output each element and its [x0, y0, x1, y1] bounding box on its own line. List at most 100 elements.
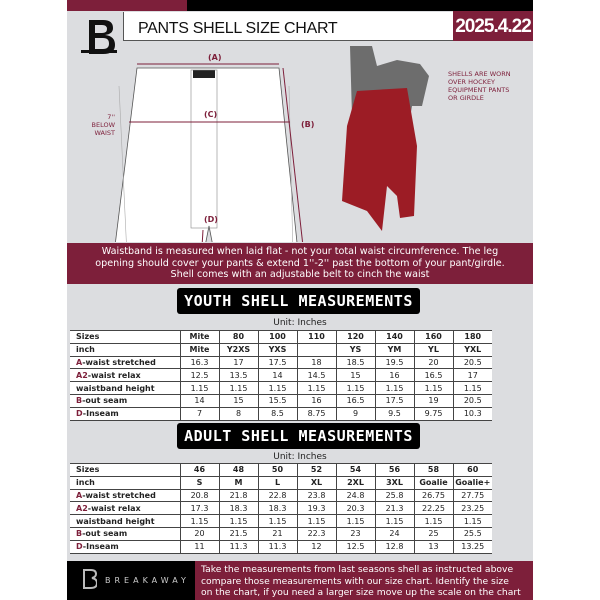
table-cell: 1.15: [218, 381, 258, 395]
table-cell: 20.3: [335, 501, 375, 516]
row-label-text: waistband height: [76, 383, 155, 393]
table-cell: 46: [179, 463, 219, 477]
youth-section-title: YOUTH SHELL MEASUREMENTS: [177, 288, 420, 314]
table-cell: 180: [452, 330, 492, 344]
table-row: inch Mite Y2XS YXS YS YM YL YXL: [70, 342, 492, 357]
table-cell: 11.3: [218, 539, 258, 554]
table-cell: Mite: [179, 342, 219, 357]
row-label-text: -out seam: [82, 529, 128, 539]
row-label-prefix: A2: [76, 503, 88, 513]
row-label-text: Sizes: [76, 332, 100, 342]
table-cell: 50: [257, 463, 297, 477]
note-line: SHELLS ARE WORN: [448, 70, 511, 78]
below-waist-note: 7'' BELOW WAIST: [85, 113, 116, 137]
top-bar: [187, 0, 533, 11]
row-label-prefix: D: [76, 542, 83, 552]
table-cell: 15.5: [257, 393, 297, 408]
table-row: B-out seam 14 15 15.5 16 16.5 17.5 19 20.5: [70, 393, 492, 408]
table-row: Sizes Mite 80 100 110 120 140 160 180: [70, 330, 492, 344]
breakaway-logo-icon: [81, 20, 117, 54]
row-label-text: -Inseam: [82, 542, 119, 552]
table-row: waistband height 1.15 1.15 1.15 1.15 1.15 1.15…: [70, 514, 492, 528]
table-cell: 23: [335, 526, 375, 541]
table-cell: 120: [335, 330, 375, 344]
row-label: D-Inseam: [70, 539, 180, 554]
label-b: (B): [301, 120, 315, 129]
row-label: Sizes: [70, 330, 180, 344]
banner-line: opening should cover your pants & extend…: [95, 257, 505, 269]
row-label: A-waist stretched: [70, 488, 180, 503]
table-cell: 18.5: [335, 355, 375, 370]
row-label: D-Inseam: [70, 406, 180, 421]
adult-table: Sizes 46 48 50 52 54 56 58 60 inch S M L XL 2XL 3XL Goal…: [70, 463, 492, 554]
table-cell: 1.15: [374, 381, 414, 395]
row-label-text: -Inseam: [82, 409, 119, 419]
table-cell: 20.5: [452, 393, 492, 408]
table-cell: 13.5: [218, 368, 258, 383]
row-label-prefix: A: [76, 357, 83, 367]
table-cell: 15: [218, 393, 258, 408]
table-cell: 24: [374, 526, 414, 541]
label-c: (C): [204, 110, 218, 119]
adult-section-title: ADULT SHELL MEASUREMENTS: [177, 423, 420, 449]
table-cell: 20.5: [452, 355, 492, 370]
row-label: A-waist stretched: [70, 355, 180, 370]
row-label: waistband height: [70, 514, 180, 528]
row-label: inch: [70, 342, 180, 357]
table-cell: 100: [257, 330, 297, 344]
table-cell: 52: [296, 463, 336, 477]
table-cell: 1.15: [452, 381, 492, 395]
table-cell: 54: [335, 463, 375, 477]
table-row: A2-waist relax 17.3 18.3 18.3 19.3 20.3 21.3 22…: [70, 501, 492, 516]
table-cell: 9.75: [413, 406, 453, 421]
table-cell: 1.15: [413, 514, 453, 528]
table-row: D-Inseam 11 11.3 11.3 12 12.5 12.8 13 13.25: [70, 539, 492, 554]
table-cell: YS: [335, 342, 375, 357]
table-cell: 18.3: [257, 501, 297, 516]
note-line: OVER HOCKEY: [448, 78, 496, 86]
top-bar-accent: [67, 0, 187, 11]
table-cell: 18.3: [218, 501, 258, 516]
table-row: waistband height 1.15 1.15 1.15 1.15 1.15 1.15…: [70, 381, 492, 395]
table-cell: 19.3: [296, 501, 336, 516]
table-cell: 13.25: [452, 539, 492, 554]
footer-line: Take the measurements from last seasons …: [201, 564, 514, 575]
table-cell: 26.75: [413, 488, 453, 503]
table-cell: 16.5: [413, 368, 453, 383]
row-label-text: -waist stretched: [82, 490, 156, 500]
table-cell: 56: [374, 463, 414, 477]
table-cell: 1.15: [335, 514, 375, 528]
row-label-prefix: B: [76, 529, 83, 539]
table-cell: 25: [413, 526, 453, 541]
row-label-text: -waist stretched: [82, 357, 156, 367]
table-cell: 19: [413, 393, 453, 408]
table-cell: 1.15: [413, 381, 453, 395]
row-label-prefix: A: [76, 490, 83, 500]
table-cell: 8.75: [296, 406, 336, 421]
table-cell: 140: [374, 330, 414, 344]
table-cell: 11.3: [257, 539, 297, 554]
table-cell: 22.3: [296, 526, 336, 541]
table-cell: 16: [374, 368, 414, 383]
table-cell: 48: [218, 463, 258, 477]
table-row: Sizes 46 48 50 52 54 56 58 60: [70, 463, 492, 477]
table-cell: 14.5: [296, 368, 336, 383]
shells-note: SHELLS ARE WORN OVER HOCKEY EQUIPMENT PANT…: [448, 70, 511, 102]
note-line: OR GIRDLE: [448, 94, 484, 102]
measurement-instructions: Waistband is measured when laid flat - n…: [67, 243, 533, 284]
table-cell: 24.8: [335, 488, 375, 503]
note-line: WAIST: [94, 129, 115, 137]
hockey-pants-photo: [342, 46, 429, 231]
date-badge: 2025.4.22: [453, 11, 533, 41]
note-line: 7'' BELOW: [91, 113, 116, 129]
table-cell: XL: [296, 475, 336, 490]
table-cell: 1.15: [179, 514, 219, 528]
table-cell: 1.15: [452, 514, 492, 528]
youth-unit: Unit: Inches: [273, 318, 327, 328]
row-label-text: Sizes: [76, 465, 100, 475]
row-label: B-out seam: [70, 393, 180, 408]
table-cell: 20: [179, 526, 219, 541]
table-cell: Goalie+: [452, 475, 492, 490]
table-cell: 17: [218, 355, 258, 370]
row-label: A2-waist relax: [70, 501, 180, 516]
